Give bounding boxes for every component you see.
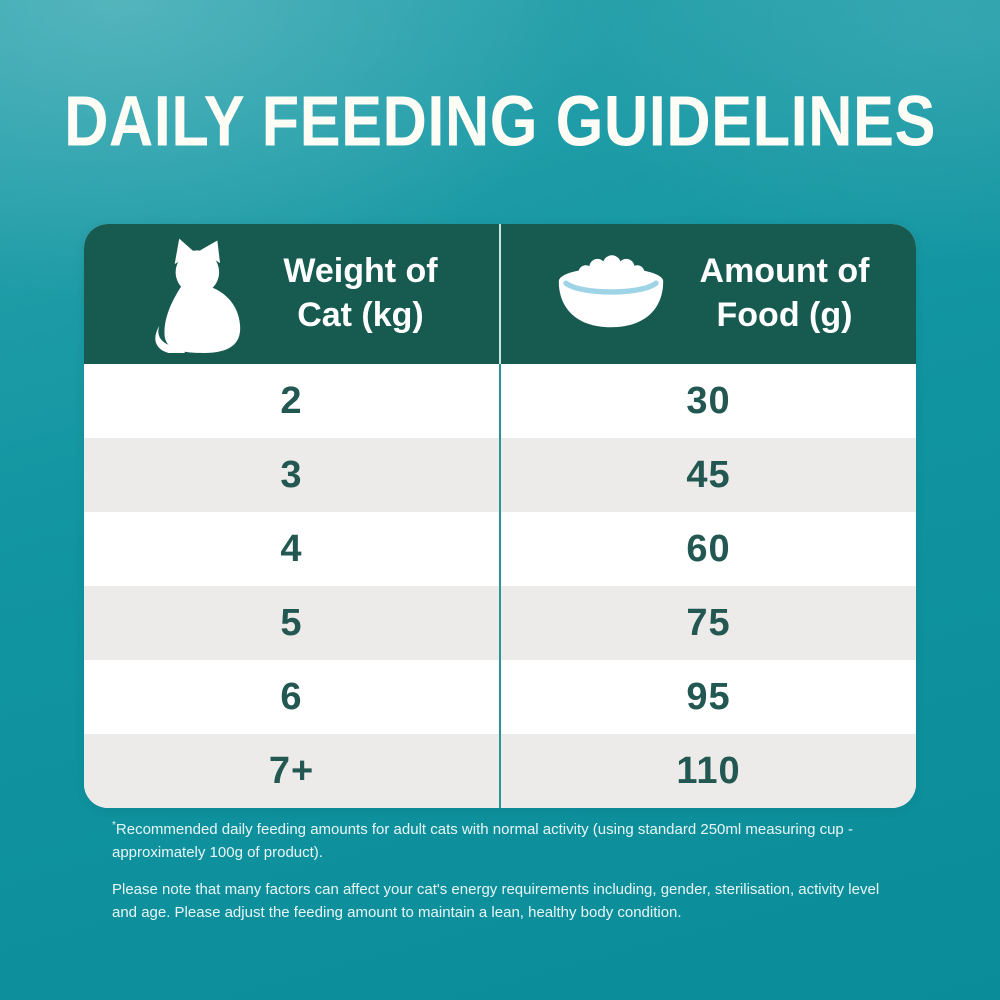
- food-cell: 95: [686, 675, 731, 718]
- weight-cell: 6: [84, 660, 501, 734]
- column-header-food-line1: Amount of: [699, 252, 870, 291]
- food-cell: 45: [686, 453, 731, 496]
- table-header-row: Weight of Cat (kg): [84, 224, 916, 364]
- table-row: 4 60: [84, 512, 916, 586]
- feeding-guidelines-table: Weight of Cat (kg): [84, 224, 916, 808]
- table-row: 6 95: [84, 660, 916, 734]
- page-title: DAILY FEEDING GUIDELINES: [64, 80, 936, 162]
- header-cell-food: Amount of Food (g): [501, 224, 916, 364]
- cat-icon: [145, 235, 257, 353]
- column-header-weight: Weight of Cat (kg): [283, 250, 437, 337]
- table-row: 3 45: [84, 438, 916, 512]
- food-cell: 110: [676, 749, 741, 792]
- column-header-weight-line2: Cat (kg): [297, 296, 424, 334]
- table-row: 7+ 110: [84, 734, 916, 808]
- weight-cell: 2: [84, 364, 501, 438]
- footnote-1-text: Recommended daily feeding amounts for ad…: [112, 821, 853, 862]
- table-body: 2 30 3 45 4 60 5 75 6 95 7+ 110: [84, 364, 916, 808]
- table-row: 2 30: [84, 364, 916, 438]
- food-cell: 30: [686, 379, 731, 422]
- weight-cell: 5: [84, 586, 501, 660]
- column-header-food-line2: Food (g): [716, 296, 853, 334]
- food-cell: 75: [686, 601, 731, 644]
- weight-cell: 4: [84, 512, 501, 586]
- weight-cell: 7+: [84, 734, 501, 808]
- column-header-weight-line1: Weight of: [283, 252, 438, 291]
- weight-cell: 3: [84, 438, 501, 512]
- footnote-energy-requirements: Please note that many factors can affect…: [112, 880, 880, 921]
- table-row: 5 75: [84, 586, 916, 660]
- column-header-food: Amount of Food (g): [700, 250, 870, 337]
- food-cell: 60: [686, 527, 731, 570]
- bowl-icon: [548, 250, 674, 338]
- asterisk-marker: *: [112, 820, 116, 831]
- footnote-recommended-amounts: *Recommended daily feeding amounts for a…: [112, 818, 904, 865]
- footnotes: *Recommended daily feeding amounts for a…: [112, 818, 904, 937]
- header-cell-weight: Weight of Cat (kg): [84, 224, 501, 364]
